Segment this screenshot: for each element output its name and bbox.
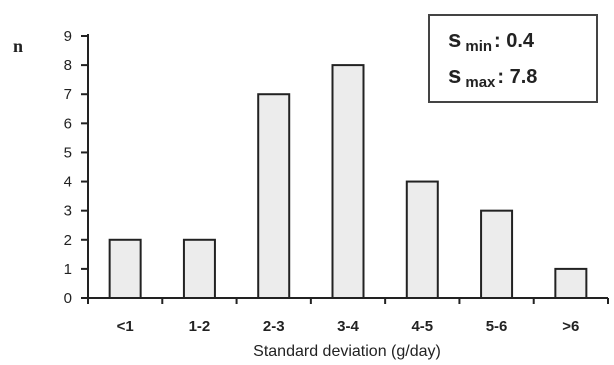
x-category-label: 5-6 [486, 318, 508, 335]
y-tick-label: 3 [64, 203, 72, 220]
x-category-label: 4-5 [411, 318, 433, 335]
y-tick-label: 9 [64, 28, 72, 45]
s-max-value: : 7.8 [497, 66, 538, 88]
y-tick-label: 5 [64, 144, 72, 161]
s-min-line: s min: 0.4 [448, 26, 535, 55]
x-category-label: >6 [562, 318, 579, 335]
s-max-symbol: s [448, 62, 462, 89]
y-tick-label: 2 [64, 232, 72, 249]
s-min-subscript: min [465, 38, 493, 55]
bar-1-2 [182, 238, 216, 299]
bar-3-4 [331, 64, 365, 299]
y-tick-label: 8 [64, 57, 72, 74]
y-tick-label: 4 [64, 174, 72, 191]
x-category-label: 2-3 [263, 318, 285, 335]
x-axis-title: Standard deviation (g/day) [253, 343, 441, 360]
y-axis-label: n [13, 36, 23, 56]
y-tick-label: 1 [64, 261, 72, 278]
y-tick-label: 6 [64, 115, 72, 132]
bar-4-5 [405, 180, 439, 299]
s-max-subscript: max [465, 74, 496, 91]
s-min-symbol: s [448, 26, 462, 53]
x-category-label: <1 [117, 318, 134, 335]
x-category-label: 1-2 [189, 318, 211, 335]
x-category-label: 3-4 [337, 318, 359, 335]
bar-2-3 [257, 93, 291, 299]
bar-<1 [108, 238, 142, 299]
s-min-value: : 0.4 [494, 30, 535, 52]
bar-5-6 [480, 209, 514, 300]
s-max-line: s max: 7.8 [448, 62, 538, 91]
y-tick-label: 7 [64, 86, 72, 103]
y-tick-label: 0 [64, 290, 72, 307]
stats-box: s min: 0.4 s max: 7.8 [428, 14, 598, 103]
bar->6 [554, 267, 588, 299]
